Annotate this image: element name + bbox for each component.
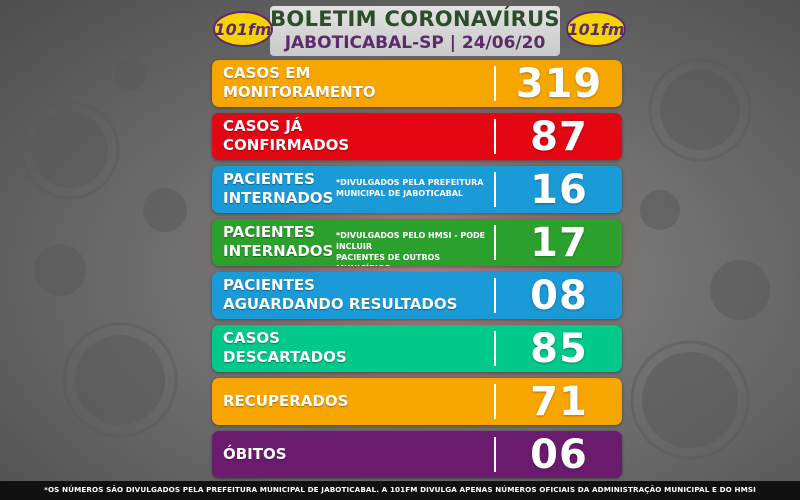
header: BOLETIM CORONAVÍRUS JABOTICABAL-SP | 24/… (0, 0, 800, 60)
stat-label: CASOS JÁ CONFIRMADOS (223, 117, 350, 154)
stat-value: 06 (530, 432, 588, 478)
footer-disclaimer-bar: *OS NÚMEROS SÃO DIVULGADOS PELA PREFEITU… (0, 481, 800, 500)
stat-value: 08 (530, 273, 588, 319)
stat-row-monitoring: CASOS EM MONITORAMENTO 319 (212, 60, 622, 107)
stat-row-awaiting-results: PACIENTES AGUARDANDO RESULTADOS 08 (212, 272, 622, 319)
row-divider (494, 66, 496, 101)
stat-label: PACIENTES INTERNADOS (223, 170, 334, 207)
stat-label: ÓBITOS (223, 445, 287, 463)
stat-label: RECUPERADOS (223, 392, 349, 410)
stat-value: 87 (530, 114, 588, 160)
radio-logo-right: 101fm (566, 11, 626, 47)
row-divider (494, 119, 496, 154)
page-subtitle: JABOTICABAL-SP | 24/06/20 (284, 33, 546, 53)
row-divider (494, 384, 496, 419)
title-band (270, 6, 560, 56)
stat-value: 16 (530, 167, 588, 213)
stat-row-discarded: CASOS DESCARTADOS 85 (212, 325, 622, 372)
stat-value: 85 (530, 326, 588, 372)
stat-row-deaths: ÓBITOS 06 (212, 431, 622, 478)
stat-row-recovered: RECUPERADOS 71 (212, 378, 622, 425)
footer-disclaimer: *OS NÚMEROS SÃO DIVULGADOS PELA PREFEITU… (44, 485, 756, 494)
stat-value: 319 (515, 61, 603, 107)
page-title: BOLETIM CORONAVÍRUS (270, 7, 560, 31)
row-divider (494, 331, 496, 366)
stat-note: *DIVULGADOS PELA PREFEITURA MUNICIPAL DE… (336, 178, 484, 198)
stat-row-hospitalized-hmsi: PACIENTES INTERNADOS *DIVULGADOS PELO HM… (212, 219, 622, 266)
stat-label: CASOS DESCARTADOS (223, 329, 347, 366)
stat-label: PACIENTES INTERNADOS (223, 223, 334, 260)
row-divider (494, 278, 496, 313)
stat-row-confirmed: CASOS JÁ CONFIRMADOS 87 (212, 113, 622, 160)
logo-text: 101fm (567, 20, 624, 39)
row-divider (494, 437, 496, 472)
stat-note: *DIVULGADOS PELO HMSI - PODE INCLUIR PAC… (336, 231, 486, 266)
stat-value: 17 (530, 220, 588, 266)
stat-row-hospitalized-prefeitura: PACIENTES INTERNADOS *DIVULGADOS PELA PR… (212, 166, 622, 213)
stat-label: PACIENTES AGUARDANDO RESULTADOS (223, 276, 458, 313)
row-divider (494, 225, 496, 260)
logo-text: 101fm (214, 20, 271, 39)
radio-logo-left: 101fm (213, 11, 273, 47)
stat-label: CASOS EM MONITORAMENTO (223, 64, 376, 101)
stat-value: 71 (530, 379, 588, 425)
row-divider (494, 172, 496, 207)
